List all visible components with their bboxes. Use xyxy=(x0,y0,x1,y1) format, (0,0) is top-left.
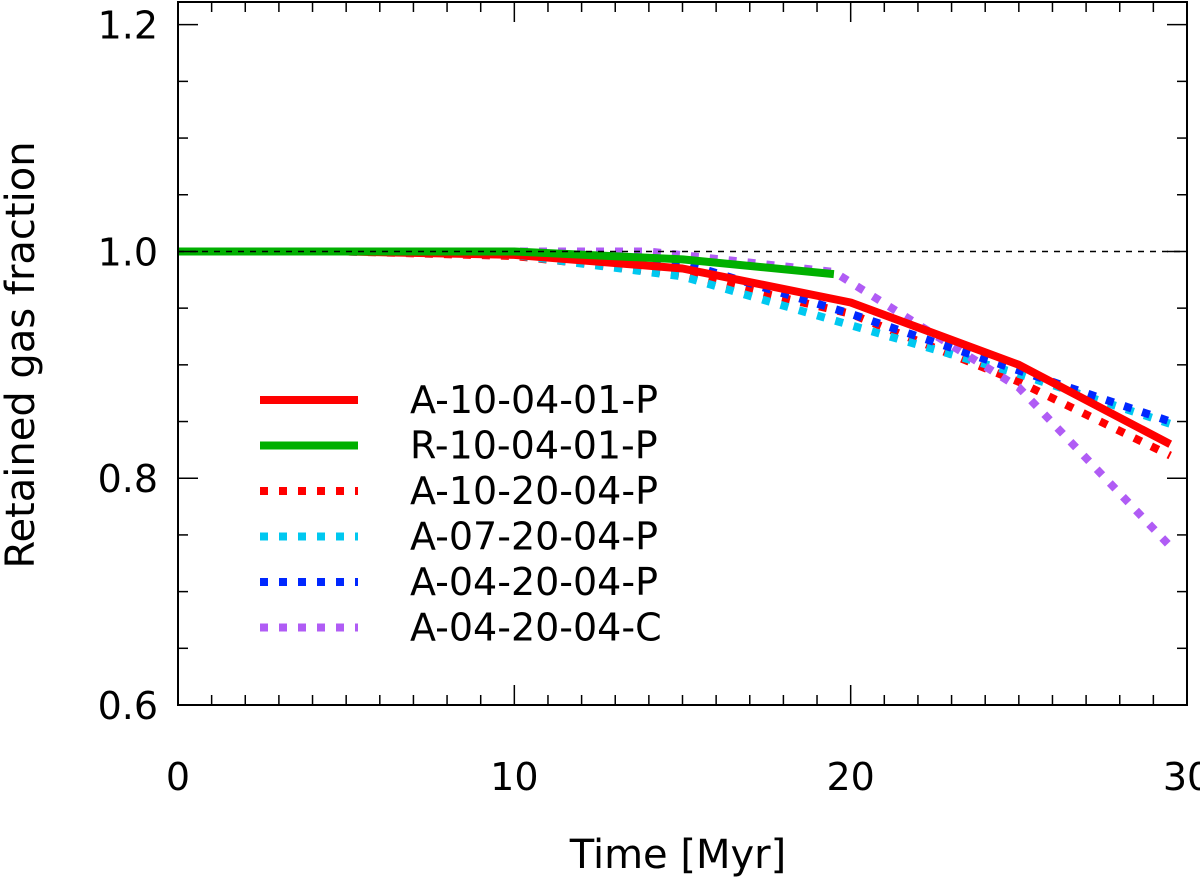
legend-label: A-04-20-04-P xyxy=(410,560,658,604)
series-line-r-10-04-01-p xyxy=(178,247,835,279)
series-line-a-04-20-04-c xyxy=(178,247,1174,550)
legend: A-10-04-01-PR-10-04-01-PA-10-20-04-PA-07… xyxy=(260,378,662,650)
plot-frame xyxy=(177,1,1188,706)
legend-label: A-10-20-04-P xyxy=(410,469,658,513)
y-tick-label: 0.8 xyxy=(98,457,158,501)
x-tick-label: 30 xyxy=(1163,755,1200,799)
y-tick-label: 1.2 xyxy=(98,4,158,48)
legend-label: R-10-04-01-P xyxy=(410,424,658,468)
y-tick-label: 1.0 xyxy=(98,230,158,274)
x-tick-label: 10 xyxy=(490,755,538,799)
legend-label: A-10-04-01-P xyxy=(410,378,658,422)
x-axis-label: Time [Myr] xyxy=(569,832,786,878)
axis-ticks xyxy=(177,2,1188,706)
legend-label: A-07-20-04-P xyxy=(410,515,658,559)
x-tick-label: 0 xyxy=(166,755,190,799)
y-tick-label: 0.6 xyxy=(98,684,158,728)
tick-labels: 0 10 20 30 0.6 0.8 1.0 1.2 xyxy=(98,4,1200,799)
legend-label: A-04-20-04-C xyxy=(410,606,662,650)
y-axis-label: Retained gas fraction xyxy=(0,141,44,568)
series-line-a-04-20-04-p xyxy=(178,247,1172,426)
x-tick-label: 20 xyxy=(826,755,874,799)
series-line-a-10-20-04-p xyxy=(178,247,1172,460)
series-line-a-10-04-01-p xyxy=(178,247,1173,448)
